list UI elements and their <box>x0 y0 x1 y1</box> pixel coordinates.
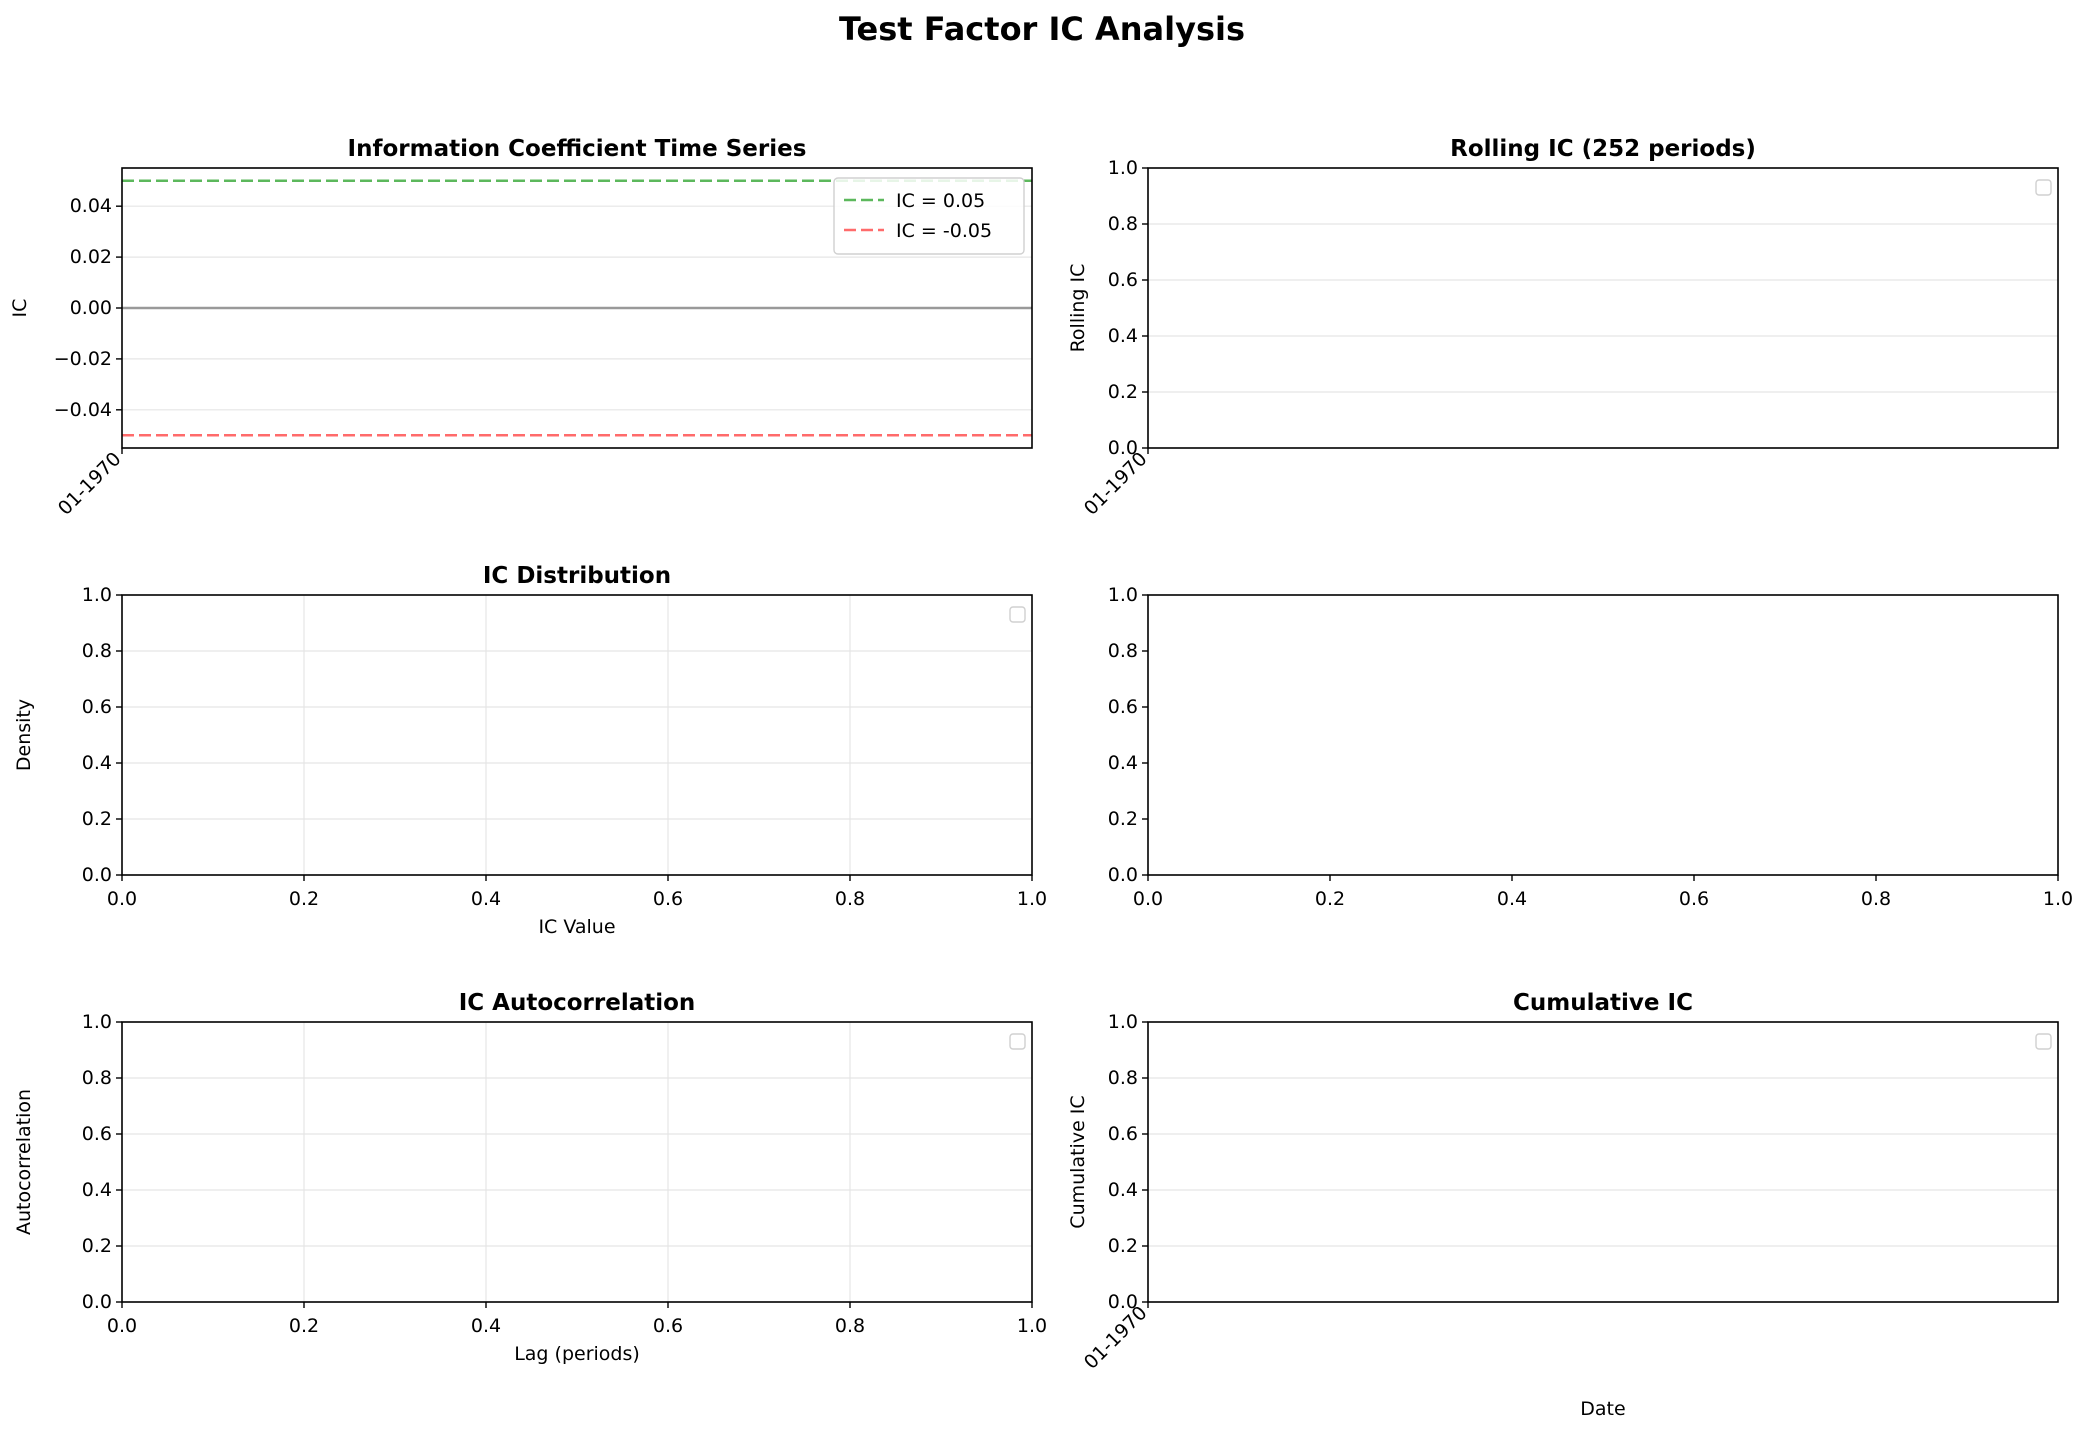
empty-legend-box <box>1009 1033 1026 1050</box>
y-tick-label: 0.6 <box>82 696 112 718</box>
x-tick-label: 0.0 <box>107 1315 137 1337</box>
figure-title: Test Factor IC Analysis <box>839 10 1245 48</box>
axes-frame <box>121 594 1033 876</box>
panels: −0.04 −0.02 0.00 0.02 0.04 01-1970 Information… <box>9 136 2073 1420</box>
axes-frame <box>1147 1021 2059 1303</box>
y-tick-label: 0.8 <box>1108 1067 1138 1089</box>
y-tick-label: 0.4 <box>82 752 112 774</box>
y-tick-label: 0.2 <box>1108 381 1138 403</box>
y-tick-label: 0.6 <box>1108 269 1138 291</box>
panel-title: Rolling IC (252 periods) <box>1450 136 1756 162</box>
x-tick-label: 0.2 <box>1315 888 1345 910</box>
x-axis-label: Date <box>1580 1398 1625 1420</box>
y-tick-label: 0.6 <box>82 1123 112 1145</box>
y-tick-label: 0.8 <box>1108 640 1138 662</box>
empty-legend-box <box>1009 606 1026 623</box>
y-tick-label: 0.4 <box>1108 752 1138 774</box>
x-axis-label: Lag (periods) <box>514 1343 640 1365</box>
x-tick-label: 0.4 <box>471 888 501 910</box>
y-tick-label: 1.0 <box>82 584 112 606</box>
axes-frame <box>121 1021 1033 1303</box>
empty-legend-box <box>2035 1033 2052 1050</box>
y-tick-label: 1.0 <box>1108 1011 1138 1033</box>
y-tick-label: 0.6 <box>1108 696 1138 718</box>
x-tick-label: 0.0 <box>1133 888 1163 910</box>
y-tick-label: 0.4 <box>1108 325 1138 347</box>
y-tick-label: 1.0 <box>1108 157 1138 179</box>
x-tick-label: 1.0 <box>2043 888 2073 910</box>
y-tick-label: 0.0 <box>82 864 112 886</box>
x-tick-label: 0.0 <box>107 888 137 910</box>
y-tick-label: −0.02 <box>54 348 112 370</box>
axes-frame <box>1147 594 2059 876</box>
y-axis-label: Density <box>13 699 35 771</box>
x-tick-label: 0.2 <box>289 888 319 910</box>
y-tick-label: 0.4 <box>82 1179 112 1201</box>
y-tick-label: 0.0 <box>1108 1291 1138 1313</box>
y-tick-label: 0.2 <box>1108 1235 1138 1257</box>
y-tick-label: 0.8 <box>82 640 112 662</box>
y-tick-label: 0.04 <box>70 195 112 217</box>
y-tick-label: 0.8 <box>82 1067 112 1089</box>
x-tick-label: 0.8 <box>1861 888 1891 910</box>
y-tick-label: 1.0 <box>82 1011 112 1033</box>
x-tick-label: 0.6 <box>1679 888 1709 910</box>
panel-title: IC Autocorrelation <box>459 990 696 1016</box>
panel-title: IC Distribution <box>483 563 671 589</box>
y-axis-label: Autocorrelation <box>13 1089 35 1235</box>
y-tick-label: 0.6 <box>1108 1123 1138 1145</box>
y-tick-label: 0.4 <box>1108 1179 1138 1201</box>
panel-title: Information Coefficient Time Series <box>348 136 807 162</box>
y-tick-label: −0.04 <box>54 399 112 421</box>
panel-title: Cumulative IC <box>1513 990 1693 1016</box>
empty-legend-box <box>2035 179 2052 196</box>
x-tick-label: 1.0 <box>1017 1315 1047 1337</box>
panel-ic_autocorrelation: 0.0 0.2 0.4 0.6 0.8 1.0 0.0 0.2 0.4 0.6 0.8 1.0 IC A… <box>13 990 1047 1365</box>
x-tick-label: 0.8 <box>835 888 865 910</box>
legend-label: IC = -0.05 <box>896 220 992 242</box>
panel-ic_distribution: 0.0 0.2 0.4 0.6 0.8 1.0 0.0 0.2 0.4 0.6 0.8 1.0 IC D… <box>13 563 1047 938</box>
y-tick-label: 0.00 <box>70 297 112 319</box>
axes-frame <box>1147 167 2059 449</box>
y-axis-label: Rolling IC <box>1067 264 1089 353</box>
y-tick-label: 0.2 <box>82 1235 112 1257</box>
y-tick-label: 0.0 <box>82 1291 112 1313</box>
x-tick-label: 0.2 <box>289 1315 319 1337</box>
y-tick-label: 0.8 <box>1108 213 1138 235</box>
y-tick-label: 0.0 <box>1108 864 1138 886</box>
y-axis-label: IC <box>9 299 31 318</box>
x-tick-label: 0.6 <box>653 1315 683 1337</box>
x-tick-label: 1.0 <box>1017 888 1047 910</box>
y-tick-label: 0.02 <box>70 246 112 268</box>
x-axis-label: IC Value <box>538 916 615 938</box>
y-tick-label: 0.2 <box>1108 808 1138 830</box>
panel-ic_timeseries: −0.04 −0.02 0.00 0.02 0.04 01-1970 Information… <box>9 136 1033 520</box>
y-axis-label: Cumulative IC <box>1067 1095 1089 1228</box>
legend: IC = 0.05 IC = -0.05 <box>833 177 1025 255</box>
x-tick-label: 0.8 <box>835 1315 865 1337</box>
x-tick-label: 0.4 <box>1497 888 1527 910</box>
legend-label: IC = 0.05 <box>896 190 985 212</box>
y-tick-label: 0.2 <box>82 808 112 830</box>
legend-box <box>833 177 1025 255</box>
panel-empty_panel: 0.0 0.2 0.4 0.6 0.8 1.0 0.0 0.2 0.4 0.6 0.8 1.0 <box>1108 584 2073 910</box>
x-tick-label: 0.6 <box>653 888 683 910</box>
x-tick-label: 0.4 <box>471 1315 501 1337</box>
y-tick-label: 1.0 <box>1108 584 1138 606</box>
y-tick-label: 0.0 <box>1108 437 1138 459</box>
x-tick-label: 01-1970 <box>54 448 126 520</box>
